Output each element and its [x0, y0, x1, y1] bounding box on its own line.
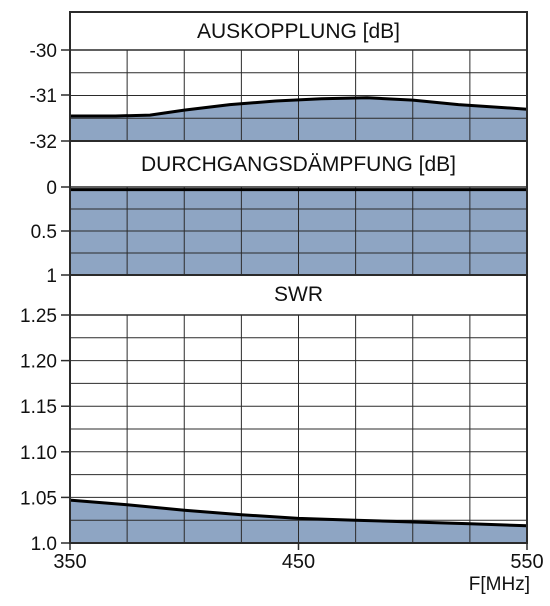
- panel-2-header: [70, 141, 527, 187]
- x-tick-label: 350: [53, 551, 86, 573]
- panel-1-ytick: -31: [30, 86, 57, 107]
- panel-2-ytick: 0: [46, 178, 57, 199]
- panel-3-ytick: 1.20: [20, 352, 57, 373]
- panel-3-curve: [69, 498, 528, 528]
- panel-2-title: DURCHGANGSDÄMPFUNG [dB]: [141, 153, 456, 176]
- panel-3-ytick: 1.10: [20, 443, 57, 464]
- panel-1-ytick: -32: [30, 132, 57, 153]
- panel-1-ytick: -30: [30, 41, 57, 62]
- panel-3-ytick: 1.15: [20, 397, 57, 418]
- panel-1-title: AUSKOPPLUNG [dB]: [197, 20, 400, 43]
- panel-3-header: [70, 275, 527, 315]
- panel-1-curve: [70, 96, 528, 118]
- panel-3-ytick: 1.25: [20, 306, 57, 327]
- panel-2-ytick: 0.5: [31, 222, 57, 243]
- panel-1-header: [70, 12, 527, 46]
- panel-3-ytick: 1.0: [31, 534, 57, 555]
- x-tick-label: 450: [282, 551, 315, 573]
- panel-3-title: SWR: [274, 283, 323, 306]
- x-axis-label: F[MHz]: [469, 574, 530, 595]
- panel-2-ytick: 1: [46, 266, 57, 287]
- x-tick-label: 550: [510, 551, 543, 573]
- panel-3-ytick: 1.05: [20, 488, 57, 509]
